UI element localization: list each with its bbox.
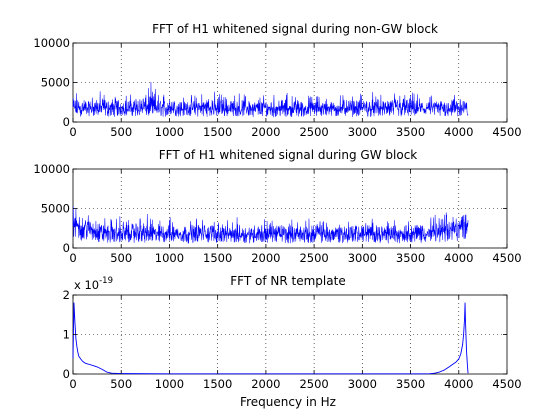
subplot-3-grid [73, 295, 507, 374]
subplot-2-series [72, 206, 469, 244]
x-tick-label: 1000 [155, 251, 184, 265]
subplot-2: FFT of H1 whitened signal during GW bloc… [33, 148, 521, 265]
subplot-2-title: FFT of H1 whitened signal during GW bloc… [159, 148, 418, 162]
x-tick-label: 4000 [444, 377, 473, 391]
series-line [72, 206, 469, 244]
x-tick-label: 3500 [396, 377, 425, 391]
x-tick-label: 1500 [203, 125, 232, 139]
subplot-1-ticks: 0 500 1000 1500 2000 2500 3000 3500 4000 4500 0 500… [33, 36, 521, 139]
x-tick-label: 0 [69, 377, 76, 391]
y-tick-label: 2 [63, 288, 70, 302]
x-tick-label: 2500 [299, 251, 328, 265]
x-tick-label: 1500 [203, 377, 232, 391]
subplot-3-exponent: x 10-19 [74, 276, 113, 292]
x-tick-label: 2500 [299, 125, 328, 139]
x-tick-label: 3000 [348, 251, 377, 265]
y-tick-label: 0 [63, 241, 70, 255]
subplot-3-xlabel: Frequency in Hz [240, 395, 336, 409]
x-tick-label: 0 [69, 251, 76, 265]
x-tick-label: 3000 [348, 377, 377, 391]
y-tick-label: 5000 [41, 76, 70, 90]
subplot-1: FFT of H1 whitened signal during non-GW … [33, 22, 521, 139]
x-tick-label: 3500 [396, 251, 425, 265]
subplot-1-title: FFT of H1 whitened signal during non-GW … [152, 22, 438, 36]
x-tick-label: 4500 [492, 251, 521, 265]
subplot-3-ticks: 0 500 1000 1500 2000 2500 3000 3500 4000 4500 0 1 2 [63, 288, 522, 391]
y-tick-label: 10000 [33, 36, 70, 50]
x-tick-label: 500 [110, 125, 132, 139]
x-tick-label: 500 [110, 251, 132, 265]
y-tick-label: 1 [63, 328, 70, 342]
x-tick-label: 4500 [492, 125, 521, 139]
series-line [72, 81, 469, 118]
x-tick-label: 2000 [251, 251, 280, 265]
subplot-2-ticks: 0 500 1000 1500 2000 2500 3000 3500 4000 4500 0 500… [33, 162, 521, 265]
subplot-2-grid [73, 169, 507, 248]
y-tick-label: 10000 [33, 162, 70, 176]
x-tick-label: 4000 [444, 251, 473, 265]
subplot-3-title: FFT of NR template [230, 274, 345, 288]
y-tick-label: 5000 [41, 202, 70, 216]
x-tick-label: 1000 [155, 125, 184, 139]
subplot-1-series [72, 81, 469, 118]
x-tick-label: 1500 [203, 251, 232, 265]
x-tick-label: 4500 [492, 377, 521, 391]
subplot-3: x 10-19 FFT of NR template 0 500 1000 1500 2… [63, 274, 522, 409]
x-tick-label: 2000 [251, 377, 280, 391]
x-tick-label: 4000 [444, 125, 473, 139]
x-tick-label: 1000 [155, 377, 184, 391]
y-tick-label: 0 [63, 367, 70, 381]
subplot-1-grid [73, 43, 507, 122]
x-tick-label: 2000 [251, 125, 280, 139]
x-tick-label: 3500 [396, 125, 425, 139]
x-tick-label: 500 [110, 377, 132, 391]
y-tick-label: 0 [63, 115, 70, 129]
x-tick-label: 0 [69, 125, 76, 139]
x-tick-label: 3000 [348, 125, 377, 139]
x-tick-label: 2500 [299, 377, 328, 391]
